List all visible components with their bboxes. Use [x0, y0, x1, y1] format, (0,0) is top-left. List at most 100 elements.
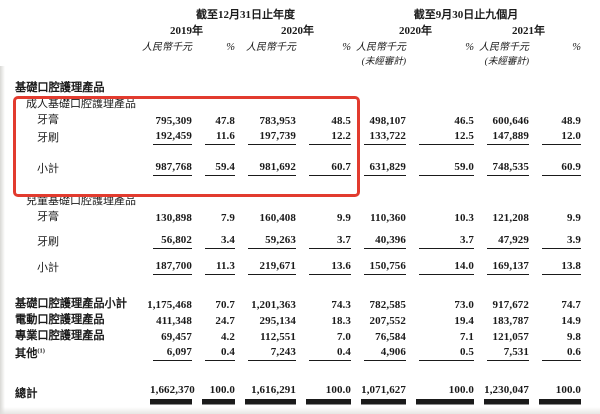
- value-cell: 411,348: [156, 315, 192, 327]
- unaudited-label: (未經審計): [484, 57, 529, 67]
- value-cell: 24.7: [215, 315, 235, 327]
- value-cell: 9.9: [566, 212, 581, 224]
- value-cell: 13.8: [529, 257, 581, 275]
- value-cell: 0.4: [192, 343, 235, 361]
- value-cell: 9.8: [566, 331, 581, 343]
- value-cell: 169,137: [474, 257, 529, 275]
- value-cell: 14.0: [406, 257, 474, 275]
- spacer-row: [14, 69, 581, 79]
- value-cell: 59,263: [235, 231, 296, 249]
- value-cell: 121,057: [492, 331, 529, 343]
- value-cell: 130,898: [155, 212, 192, 224]
- value-cell: 69,457: [161, 331, 192, 343]
- value-cell: 121,208: [492, 212, 529, 224]
- spacer-cell: [14, 69, 581, 79]
- table-row: 基礎口腔護理產品: [14, 79, 581, 95]
- table-row: 牙刷 56,802 3.4 59,263 3.7 40,396 3.7 47,929 3.9: [14, 231, 581, 249]
- table-row: 小計 187,700 11.3 219,671 13.6 150,756 14.0 169,1…: [14, 257, 581, 275]
- spacer-row: [14, 224, 581, 231]
- value-cell: 100.0: [192, 379, 235, 401]
- currency-unit-label: 人民幣千元: [142, 42, 192, 53]
- value-cell: 74.3: [331, 299, 351, 311]
- value-cell: 48.9: [561, 115, 581, 127]
- value-cell: 7.9: [220, 212, 235, 224]
- year-2019-label: 2019年: [170, 25, 203, 37]
- percent-label: %: [465, 42, 474, 53]
- spacer-row: [14, 145, 581, 158]
- value-cell: 18.3: [331, 315, 351, 327]
- table-row: 基礎口腔護理產品小計 1,175,468 70.7 1,201,363 74.3 782,…: [14, 295, 581, 311]
- table-row: 兒童基礎口腔護理產品: [14, 192, 581, 208]
- value-cell: 3.9: [529, 231, 581, 249]
- value-cell: 4,906: [351, 343, 406, 361]
- value-cell: 0.6: [529, 343, 581, 361]
- row-label: 小計: [37, 163, 59, 175]
- value-cell: 56,802: [140, 231, 192, 249]
- row-label: 牙膏: [37, 114, 59, 126]
- value-cell: 987,768: [140, 158, 192, 176]
- spacer-row: [14, 249, 581, 257]
- table-row: 電動口腔護理產品 411,348 24.7 295,134 18.3 207,552 19.…: [14, 311, 581, 327]
- footnote-marker: (1): [37, 347, 45, 355]
- value-cell: 40,396: [351, 231, 406, 249]
- spacer-row: [14, 176, 581, 192]
- spacer-cell: [14, 145, 581, 158]
- empty-cell: [296, 53, 351, 69]
- row-label: 牙刷: [37, 132, 59, 144]
- value-cell: 183,787: [492, 315, 529, 327]
- value-cell: 133,722: [351, 127, 406, 145]
- value-cell: 74.7: [561, 299, 581, 311]
- year-header-row: 2019年 2020年 2020年 2021年: [14, 22, 581, 38]
- value-cell: 11.6: [192, 127, 235, 145]
- value-cell: 600,646: [492, 115, 529, 127]
- table-row: 總計 1,662,370 100.0 1,616,291 100.0 1,071,627 1…: [14, 379, 581, 401]
- unaudited-header-row: (未經審計) (未經審計): [14, 53, 581, 69]
- value-cell: 7,531: [474, 343, 529, 361]
- value-cell: 73.0: [454, 299, 474, 311]
- value-cell: 0.5: [406, 343, 474, 361]
- value-cell: 748,535: [474, 158, 529, 176]
- value-cell: 187,700: [140, 257, 192, 275]
- row-label: 小計: [37, 262, 59, 274]
- value-cell: 100.0: [529, 379, 581, 401]
- value-cell: 219,671: [235, 257, 296, 275]
- row-label: 兒童基礎口腔護理產品: [26, 195, 136, 207]
- value-cell: 48.5: [331, 115, 351, 127]
- row-label: 基礎口腔護理產品小計: [15, 298, 127, 310]
- value-cell: 46.5: [454, 115, 474, 127]
- table-row: 成人基礎口腔護理產品: [14, 95, 581, 111]
- spacer-cell: [14, 224, 581, 231]
- value-cell: 14.9: [561, 315, 581, 327]
- value-cell: 147,889: [474, 127, 529, 145]
- value-cell: 207,552: [369, 315, 406, 327]
- percent-label: %: [226, 42, 235, 53]
- value-cell: 3.7: [296, 231, 351, 249]
- currency-unit-label: 人民幣千元: [356, 42, 406, 53]
- value-cell: 7,243: [235, 343, 296, 361]
- value-cell: 4.2: [220, 331, 235, 343]
- table-row: 小計 987,768 59.4 981,692 60.7 631,829 59.0 748,5…: [14, 158, 581, 176]
- empty-cell: [406, 53, 474, 69]
- value-cell: 981,692: [235, 158, 296, 176]
- period-annual-label: 截至12月31日止年度: [196, 9, 295, 21]
- spacer-row: [14, 275, 581, 295]
- value-cell: 1,201,363: [251, 299, 296, 311]
- value-cell: 100.0: [406, 379, 474, 401]
- value-cell: 498,107: [369, 115, 406, 127]
- empty-cell: [14, 38, 140, 53]
- empty-cell: [235, 53, 296, 69]
- empty-cell: [140, 53, 192, 69]
- value-cell: 59.4: [192, 158, 235, 176]
- value-cell: 6,097: [140, 343, 192, 361]
- scan-edge-left: [0, 66, 5, 414]
- value-cell: 9.9: [336, 212, 351, 224]
- value-cell: 192,459: [140, 127, 192, 145]
- value-cell: 3.7: [406, 231, 474, 249]
- empty-cell: [192, 53, 235, 69]
- value-cell: 12.0: [529, 127, 581, 145]
- value-cell: 112,551: [260, 331, 296, 343]
- value-cell: 631,829: [351, 158, 406, 176]
- value-cell: 7.1: [459, 331, 474, 343]
- period-header-row: 截至12月31日止年度 截至9月30日止九個月: [14, 6, 581, 22]
- value-cell: 59.0: [406, 158, 474, 176]
